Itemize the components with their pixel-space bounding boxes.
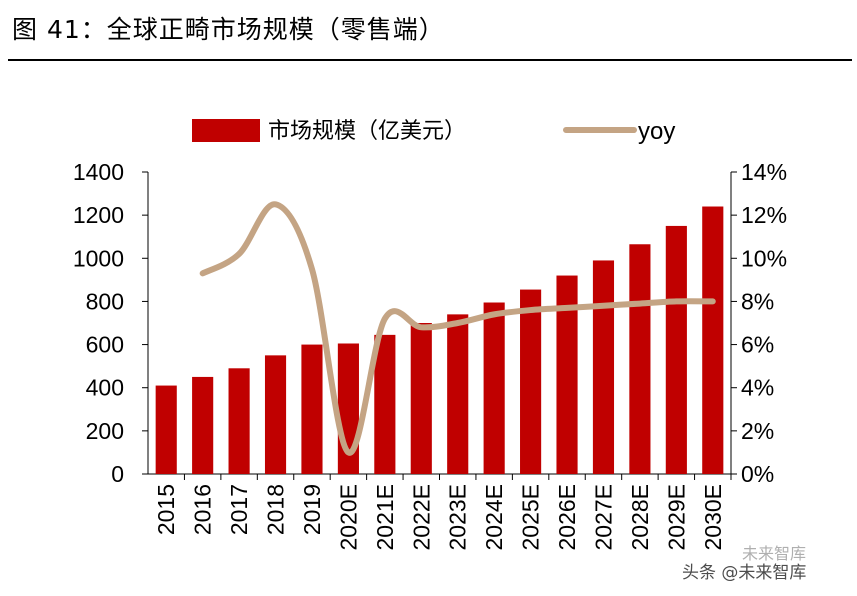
legend-bar-swatch (192, 119, 260, 142)
right-tick-label: 2% (741, 418, 774, 444)
watermark-faint: 未来智库 (742, 544, 807, 563)
title-divider (8, 59, 852, 61)
legend-line-label: yoy (638, 118, 675, 145)
x-tick-label: 2029E (663, 484, 689, 551)
x-tick-label: 2017 (226, 484, 252, 535)
bar (155, 385, 177, 474)
x-tick-label: 2027E (590, 484, 616, 551)
bar (592, 260, 615, 474)
right-tick-label: 6% (741, 332, 774, 358)
x-tick-label: 2028E (627, 484, 653, 551)
x-tick-label: 2023E (445, 484, 471, 551)
x-tick-label: 2022E (408, 484, 434, 551)
legend: 市场规模（亿美元） yoy (192, 118, 675, 145)
x-tick-label: 2018 (263, 484, 289, 535)
x-tick-label: 2026E (554, 484, 580, 551)
left-tick-label: 400 (86, 375, 124, 401)
right-tick-label: 0% (741, 461, 774, 487)
bar (264, 355, 287, 474)
yoy-series (199, 201, 716, 456)
bar (665, 225, 687, 474)
bar (556, 275, 578, 474)
x-tick-labels: 2015 2016 2017 2018 2019 2020E 2021E 2022E 2023E… (153, 484, 726, 551)
bar (520, 289, 542, 474)
x-tick-label: 2021E (372, 484, 398, 551)
page-title: 图 41：全球正畸市场规模（零售端） (12, 15, 445, 44)
bar (483, 302, 505, 474)
x-tick-label: 2020E (335, 484, 361, 551)
x-tick-label: 2016 (190, 484, 216, 535)
bar (192, 376, 214, 474)
watermark-main: 头条 @未来智库 (682, 563, 807, 583)
left-tick-label: 0 (111, 461, 124, 487)
right-tick-label: 12% (741, 202, 787, 228)
bar (410, 323, 432, 474)
watermark: 未来智库 头条 @未来智库 (682, 544, 807, 583)
bar-series (155, 206, 724, 474)
right-tick-label: 8% (741, 288, 774, 314)
bar (374, 334, 396, 474)
x-tick-label: 2025E (518, 484, 544, 551)
left-tick-label: 1400 (73, 159, 124, 185)
left-tick-label: 1000 (73, 245, 124, 271)
x-tick-label: 2024E (481, 484, 507, 551)
x-tick-label: 2019 (299, 484, 325, 535)
legend-bar-label: 市场规模（亿美元） (268, 119, 466, 144)
right-tick-label: 10% (741, 245, 787, 271)
left-tick-label: 600 (86, 332, 124, 358)
bar (447, 314, 469, 474)
x-tick-label: 2030E (700, 484, 726, 551)
x-tick-label: 2015 (153, 484, 179, 535)
bar (301, 344, 323, 474)
left-tick-label: 1200 (73, 202, 124, 228)
y-tick-labels: 0 200 400 600 800 1000 1200 1400 0% 2% 4% 6% 8% 10% 12… (73, 159, 787, 487)
left-tick-label: 200 (86, 418, 124, 444)
bar (702, 206, 724, 474)
bar (228, 368, 250, 474)
bar (629, 244, 651, 474)
right-tick-label: 14% (741, 159, 787, 185)
yoy-line (199, 201, 716, 456)
right-tick-label: 4% (741, 375, 774, 401)
left-tick-label: 800 (86, 288, 124, 314)
